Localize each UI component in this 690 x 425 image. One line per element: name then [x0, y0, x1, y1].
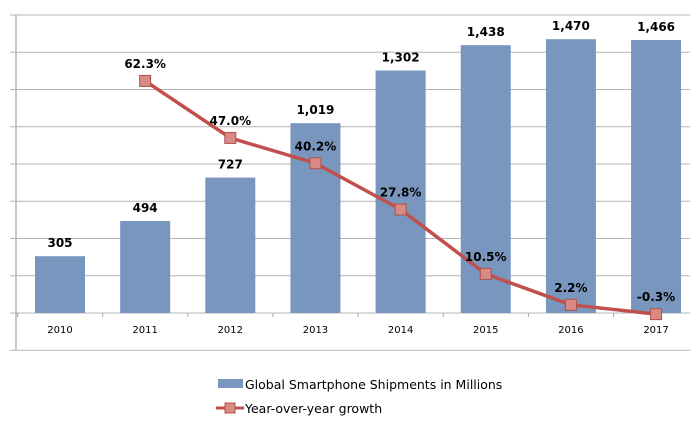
legend-label-shipments: Global Smartphone Shipments in Millions — [245, 377, 502, 392]
x-tick-label-2014: 2014 — [388, 325, 413, 336]
bar-2013 — [290, 123, 341, 314]
bar-label-2016: 1,470 — [552, 19, 590, 33]
bar-label-2015: 1,438 — [467, 25, 505, 39]
growth-label-2013: 40.2% — [295, 139, 337, 153]
growth-label-2014: 27.8% — [380, 185, 422, 199]
legend-swatch-shipments — [218, 379, 243, 388]
x-tick-label-2011: 2011 — [132, 325, 157, 336]
bar-label-2010: 305 — [47, 236, 72, 250]
bar-2017 — [631, 39, 682, 314]
growth-label-2012: 47.0% — [209, 114, 251, 128]
bar-label-2017: 1,466 — [637, 20, 675, 34]
growth-label-2016: 2.2% — [554, 281, 587, 295]
bar-label-2014: 1,302 — [382, 51, 420, 65]
bar-label-2013: 1,019 — [296, 103, 334, 117]
x-axis: 2010 2011 2012 2013 2014 2015 2016 2017 — [17, 313, 669, 336]
growth-label-2011: 62.3% — [124, 57, 166, 71]
x-tick-label-2012: 2012 — [218, 325, 243, 336]
bar-series: 305 494 727 1,019 1,302 1,438 1,470 1,466 — [35, 19, 682, 314]
line-series: 62.3% 47.0% 40.2% 27.8% 10.5% 2.2% -0.3% — [124, 57, 675, 321]
growth-label-2017: -0.3% — [637, 290, 675, 304]
x-tick-label-2013: 2013 — [303, 325, 328, 336]
legend-label-growth: Year-over-year growth — [244, 401, 382, 416]
bar-2016 — [545, 39, 596, 314]
x-tick-label-2017: 2017 — [643, 325, 668, 336]
growth-marker-2017 — [650, 308, 663, 321]
bar-2012 — [205, 177, 256, 313]
growth-marker-2013 — [309, 157, 322, 170]
x-tick-label-2016: 2016 — [558, 325, 583, 336]
growth-marker-2016 — [564, 298, 577, 311]
bar-label-2011: 494 — [133, 201, 158, 215]
growth-label-2015: 10.5% — [465, 250, 507, 264]
bar-2011 — [120, 220, 171, 313]
x-tick-label-2010: 2010 — [47, 325, 72, 336]
legend: Global Smartphone Shipments in Millions … — [216, 377, 502, 416]
growth-marker-2011 — [139, 74, 152, 87]
growth-marker-2012 — [224, 131, 237, 144]
bar-2010 — [35, 256, 85, 313]
legend-swatch-growth-marker — [224, 402, 236, 414]
x-tick-label-2015: 2015 — [473, 325, 498, 336]
growth-marker-2014 — [394, 203, 407, 216]
bar-2014 — [375, 70, 426, 313]
growth-marker-2015 — [479, 267, 492, 280]
bar-label-2012: 727 — [218, 158, 243, 172]
